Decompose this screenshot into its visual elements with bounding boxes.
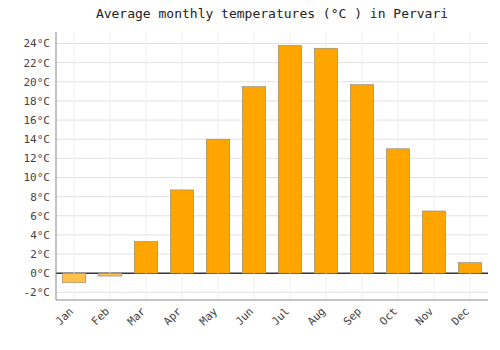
bar: [278, 45, 301, 273]
y-grid-line: [56, 81, 488, 82]
x-grid-line: [74, 32, 75, 300]
y-grid-line: [56, 177, 488, 178]
x-tick-label: May: [197, 305, 221, 329]
bar: [458, 263, 481, 274]
y-axis-line: [56, 32, 57, 300]
y-grid-line: [56, 196, 488, 197]
bar: [206, 139, 229, 273]
bar: [242, 87, 265, 274]
bar: [98, 273, 121, 276]
y-tick-label: 18°C: [24, 95, 51, 108]
y-tick-label: 12°C: [24, 152, 51, 165]
x-tick-label: Feb: [89, 305, 112, 328]
y-tick-label: 2°C: [30, 248, 50, 261]
bar: [314, 48, 337, 273]
bar: [170, 190, 193, 273]
x-grid-line: [470, 32, 471, 300]
y-tick-label: 16°C: [24, 114, 51, 127]
chart: Average monthly temperatures (°C ) in Pe…: [0, 0, 500, 350]
y-tick-label: 10°C: [24, 171, 51, 184]
x-tick-label: Jan: [53, 305, 76, 328]
y-grid-line: [56, 100, 488, 101]
y-tick-label: 4°C: [30, 229, 50, 242]
bar: [386, 149, 409, 273]
y-grid-line: [56, 158, 488, 159]
x-grid-line: [110, 32, 111, 300]
y-tick-label: -2°C: [24, 286, 51, 299]
x-tick-label: Apr: [161, 305, 185, 329]
x-tick-label: Aug: [305, 305, 328, 328]
y-tick-label: 20°C: [24, 76, 51, 89]
bar: [422, 211, 445, 273]
y-tick-label: 14°C: [24, 133, 51, 146]
x-tick-label: Dec: [449, 305, 472, 328]
bars: [62, 45, 481, 282]
y-tick-label: 22°C: [24, 57, 51, 70]
bar: [134, 242, 157, 274]
y-tick-label: 8°C: [30, 191, 50, 204]
grid: [56, 32, 488, 300]
y-grid-line: [56, 120, 488, 121]
x-tick-label: Mar: [125, 305, 149, 329]
y-grid-line: [56, 43, 488, 44]
x-tick-label: Oct: [377, 305, 400, 328]
y-tick-label: 24°C: [24, 37, 51, 50]
x-axis-line: [56, 300, 488, 301]
y-tick-label: 0°C: [30, 267, 50, 280]
y-tick-label: 6°C: [30, 210, 50, 223]
y-grid-line: [56, 292, 488, 293]
x-tick-label: Jun: [233, 305, 256, 328]
x-tick-label: Sep: [341, 305, 364, 328]
x-tick-label: Jul: [269, 305, 292, 328]
bar: [62, 273, 85, 283]
bar: [350, 85, 373, 274]
x-tick-label: Nov: [413, 305, 437, 329]
y-grid-line: [56, 62, 488, 63]
title: Average monthly temperatures (°C ) in Pe…: [96, 6, 448, 21]
y-grid-line: [56, 139, 488, 140]
